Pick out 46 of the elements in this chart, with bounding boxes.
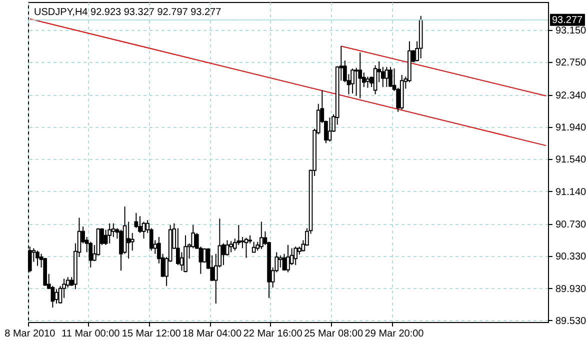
ref-line-label: 93.277 xyxy=(552,14,584,26)
candlestick xyxy=(282,253,286,272)
candlestick xyxy=(130,232,134,252)
candlestick xyxy=(88,241,93,268)
candlestick xyxy=(138,216,142,234)
y-tick-label: 91.940 xyxy=(556,122,586,134)
candlestick xyxy=(36,250,40,266)
x-tick-label: 22 Mar 16:00 xyxy=(243,328,303,340)
text: USDJPY,H4 92.923 93.327 92.797 93.277 xyxy=(34,7,222,18)
candlestick xyxy=(278,254,282,268)
y-tick-label: 92.750 xyxy=(556,58,586,69)
candlestick xyxy=(225,240,230,256)
y-tick-label: 90.730 xyxy=(556,220,586,231)
candlestick xyxy=(126,221,131,260)
candlestick xyxy=(373,64,378,95)
candlestick xyxy=(240,236,244,249)
candlestick xyxy=(286,244,290,273)
candlestick xyxy=(366,76,370,88)
candlestick xyxy=(358,52,362,99)
x-tick-label: 15 Mar 12:00 xyxy=(122,328,182,340)
x-tick-label: 25 Mar 08:00 xyxy=(304,328,364,340)
y-tick-label: 91.140 xyxy=(556,186,586,198)
x-tick-label: 11 Mar 00:00 xyxy=(62,328,120,340)
candlestick xyxy=(252,241,256,253)
y-tick-label: 92.340 xyxy=(556,90,586,102)
candlestick xyxy=(54,288,58,304)
candlestick xyxy=(328,116,332,142)
candlestick xyxy=(294,246,298,266)
candlestick xyxy=(134,212,138,229)
candlestick xyxy=(260,221,264,250)
y-tick-label: 89.530 xyxy=(556,316,586,327)
candlestick xyxy=(388,66,392,88)
x-tick-label: 29 Mar 20:00 xyxy=(364,328,424,340)
candlestick xyxy=(350,68,354,94)
candlestick xyxy=(108,222,112,244)
candlestick xyxy=(229,240,233,253)
y-tick-label: 91.540 xyxy=(556,154,586,166)
y-tick-label: 89.930 xyxy=(556,284,586,295)
candlestick xyxy=(244,237,248,258)
candlestick xyxy=(50,285,55,308)
y-tick-label: 90.330 xyxy=(556,252,586,263)
y-tick-label: 93.150 xyxy=(556,26,586,37)
candlestick xyxy=(384,66,389,88)
x-tick-label: 8 Mar 2010 xyxy=(4,328,56,340)
x-tick-label: 18 Mar 04:00 xyxy=(182,328,242,340)
candlestick xyxy=(354,67,358,96)
